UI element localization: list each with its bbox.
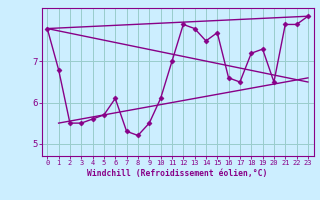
X-axis label: Windchill (Refroidissement éolien,°C): Windchill (Refroidissement éolien,°C) xyxy=(87,169,268,178)
